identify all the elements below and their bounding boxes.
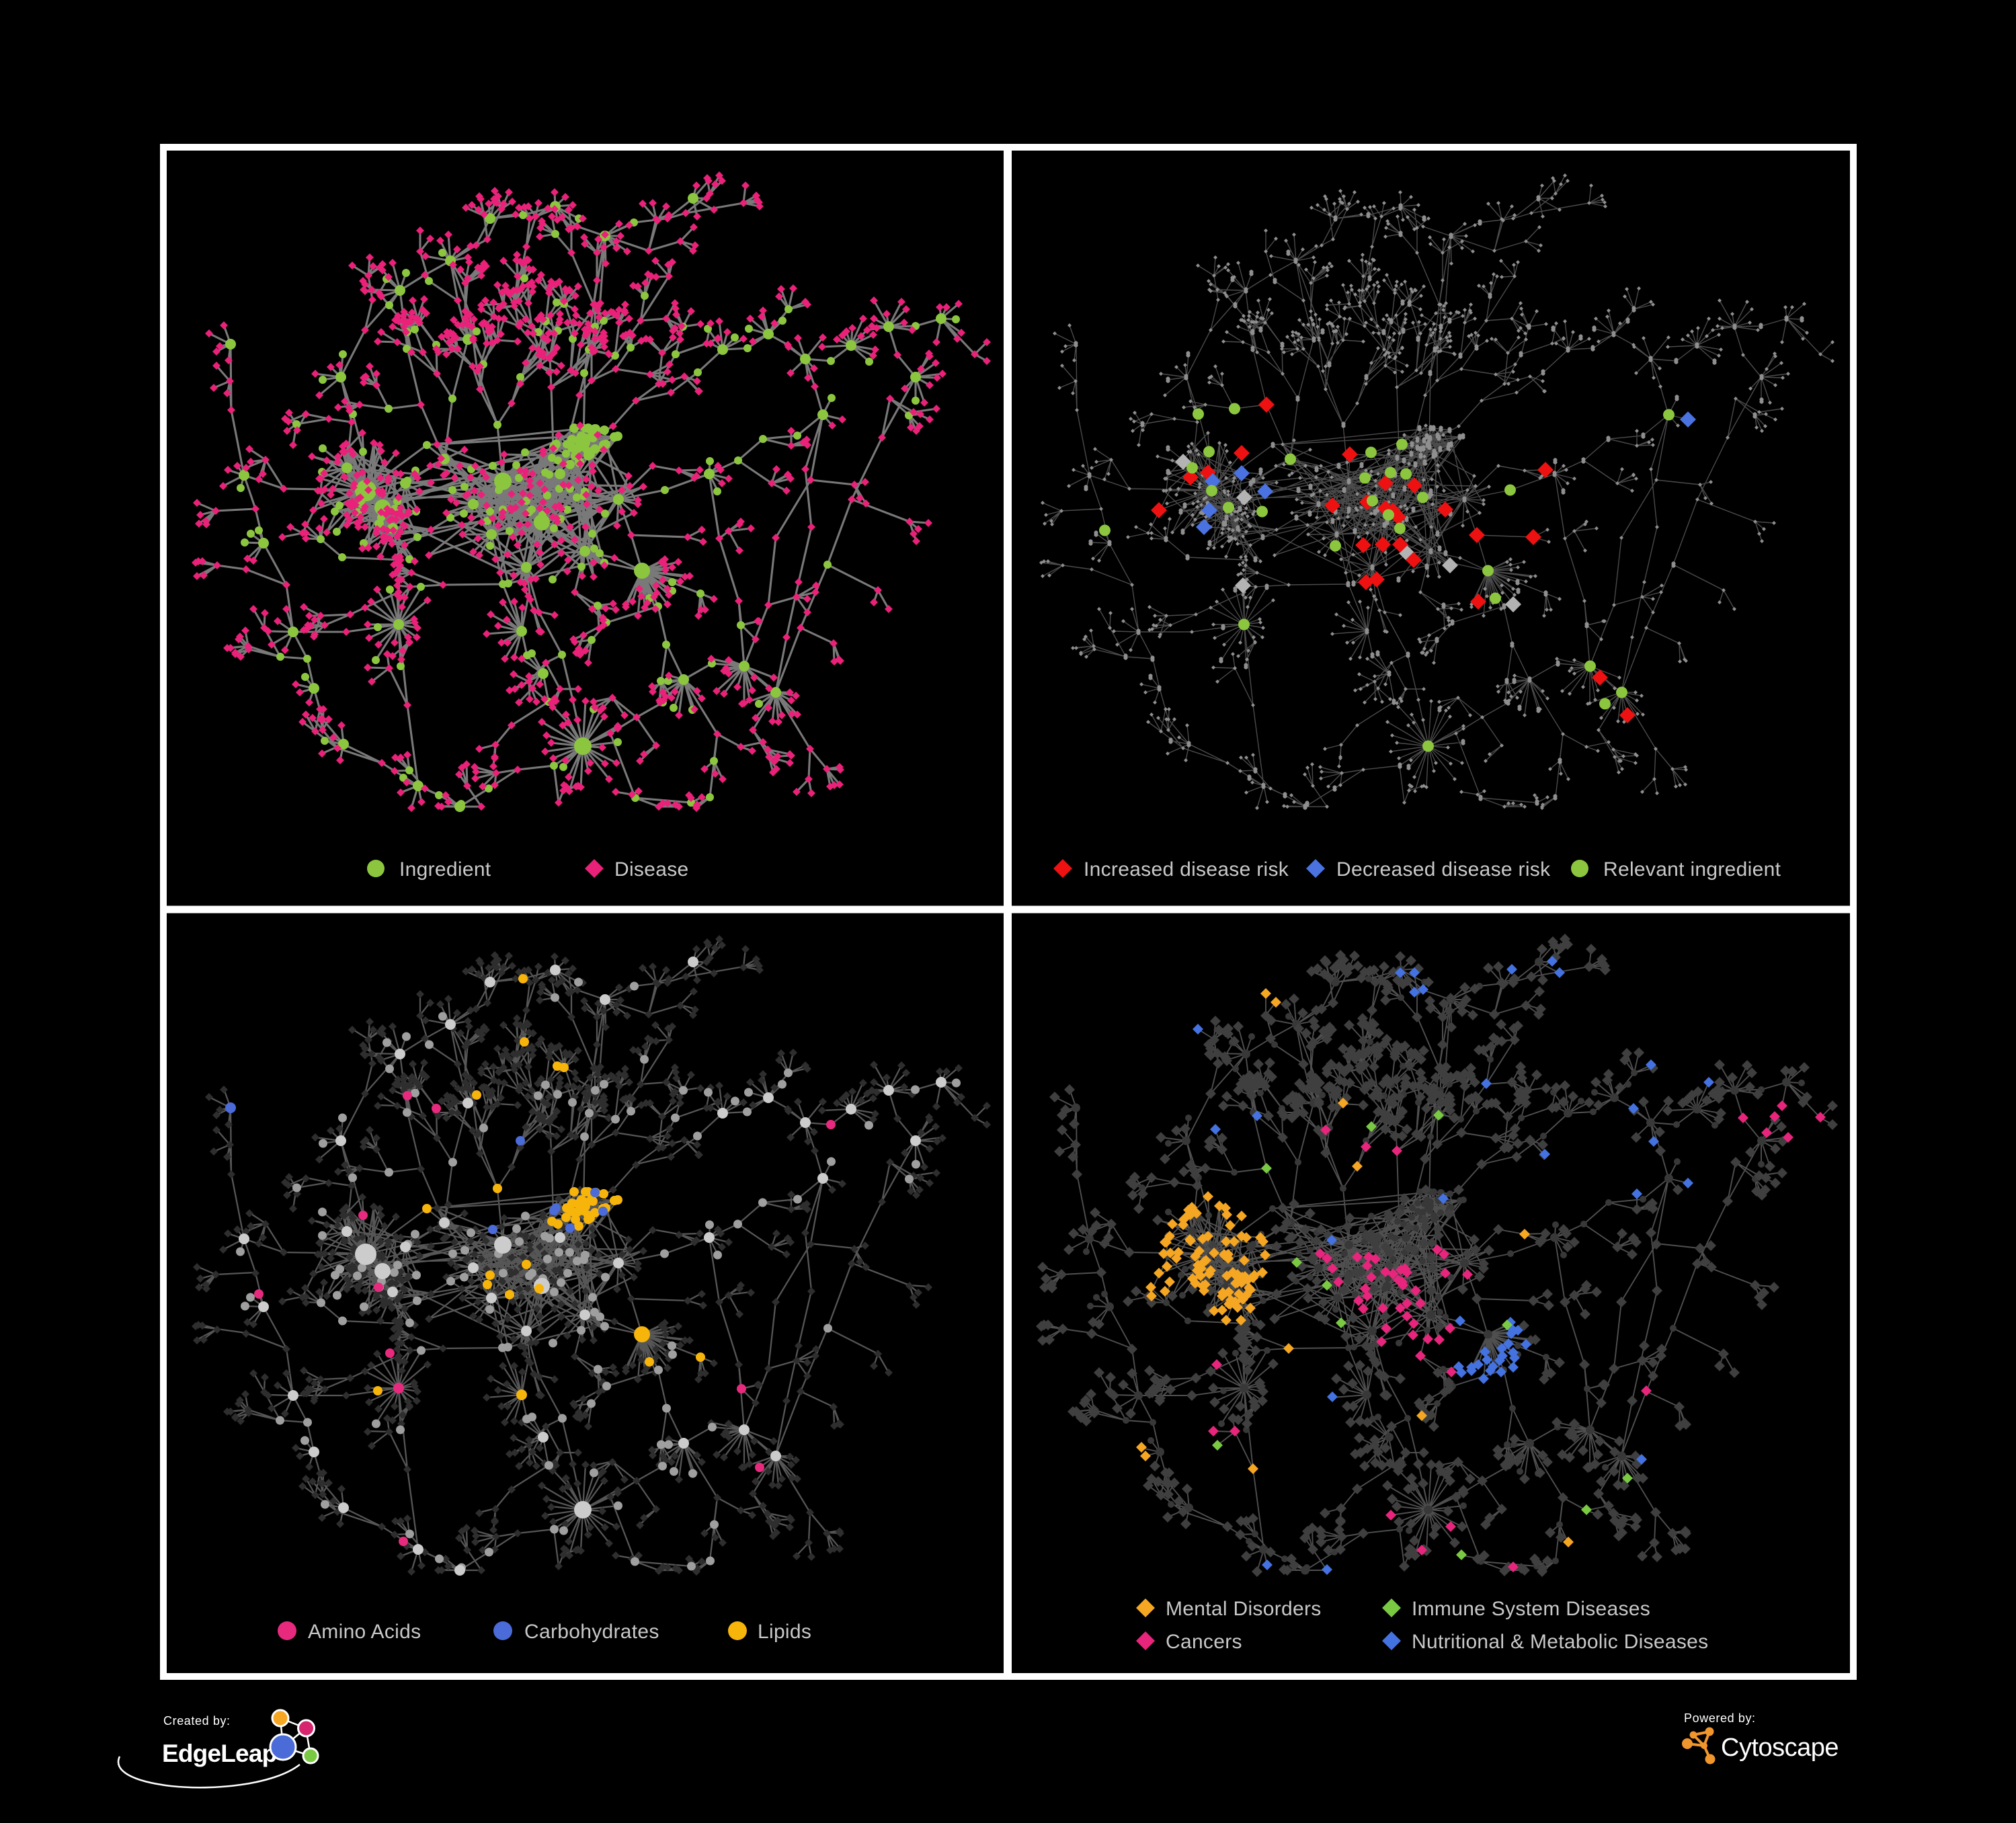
svg-text:EdgeLeap: EdgeLeap — [162, 1740, 277, 1767]
svg-text:Cytoscape: Cytoscape — [1721, 1734, 1839, 1762]
svg-text:Carbohydrates: Carbohydrates — [524, 1621, 659, 1643]
svg-text:Cancers: Cancers — [1166, 1631, 1242, 1653]
svg-text:Created by:: Created by: — [163, 1714, 231, 1728]
svg-text:Ingredient: Ingredient — [399, 858, 491, 881]
svg-text:Powered by:: Powered by: — [1684, 1711, 1756, 1725]
svg-text:Relevant ingredient: Relevant ingredient — [1603, 858, 1781, 881]
svg-text:Disease: Disease — [614, 858, 688, 881]
svg-text:Nutritional & Metabolic Diseas: Nutritional & Metabolic Diseases — [1412, 1631, 1708, 1653]
svg-text:Increased disease risk: Increased disease risk — [1084, 858, 1289, 881]
svg-text:Immune System Diseases: Immune System Diseases — [1412, 1598, 1650, 1620]
svg-text:Amino Acids: Amino Acids — [308, 1621, 421, 1643]
svg-text:Decreased disease risk: Decreased disease risk — [1336, 858, 1551, 881]
svg-text:Mental Disorders: Mental Disorders — [1166, 1598, 1322, 1620]
svg-text:Lipids: Lipids — [758, 1621, 811, 1643]
